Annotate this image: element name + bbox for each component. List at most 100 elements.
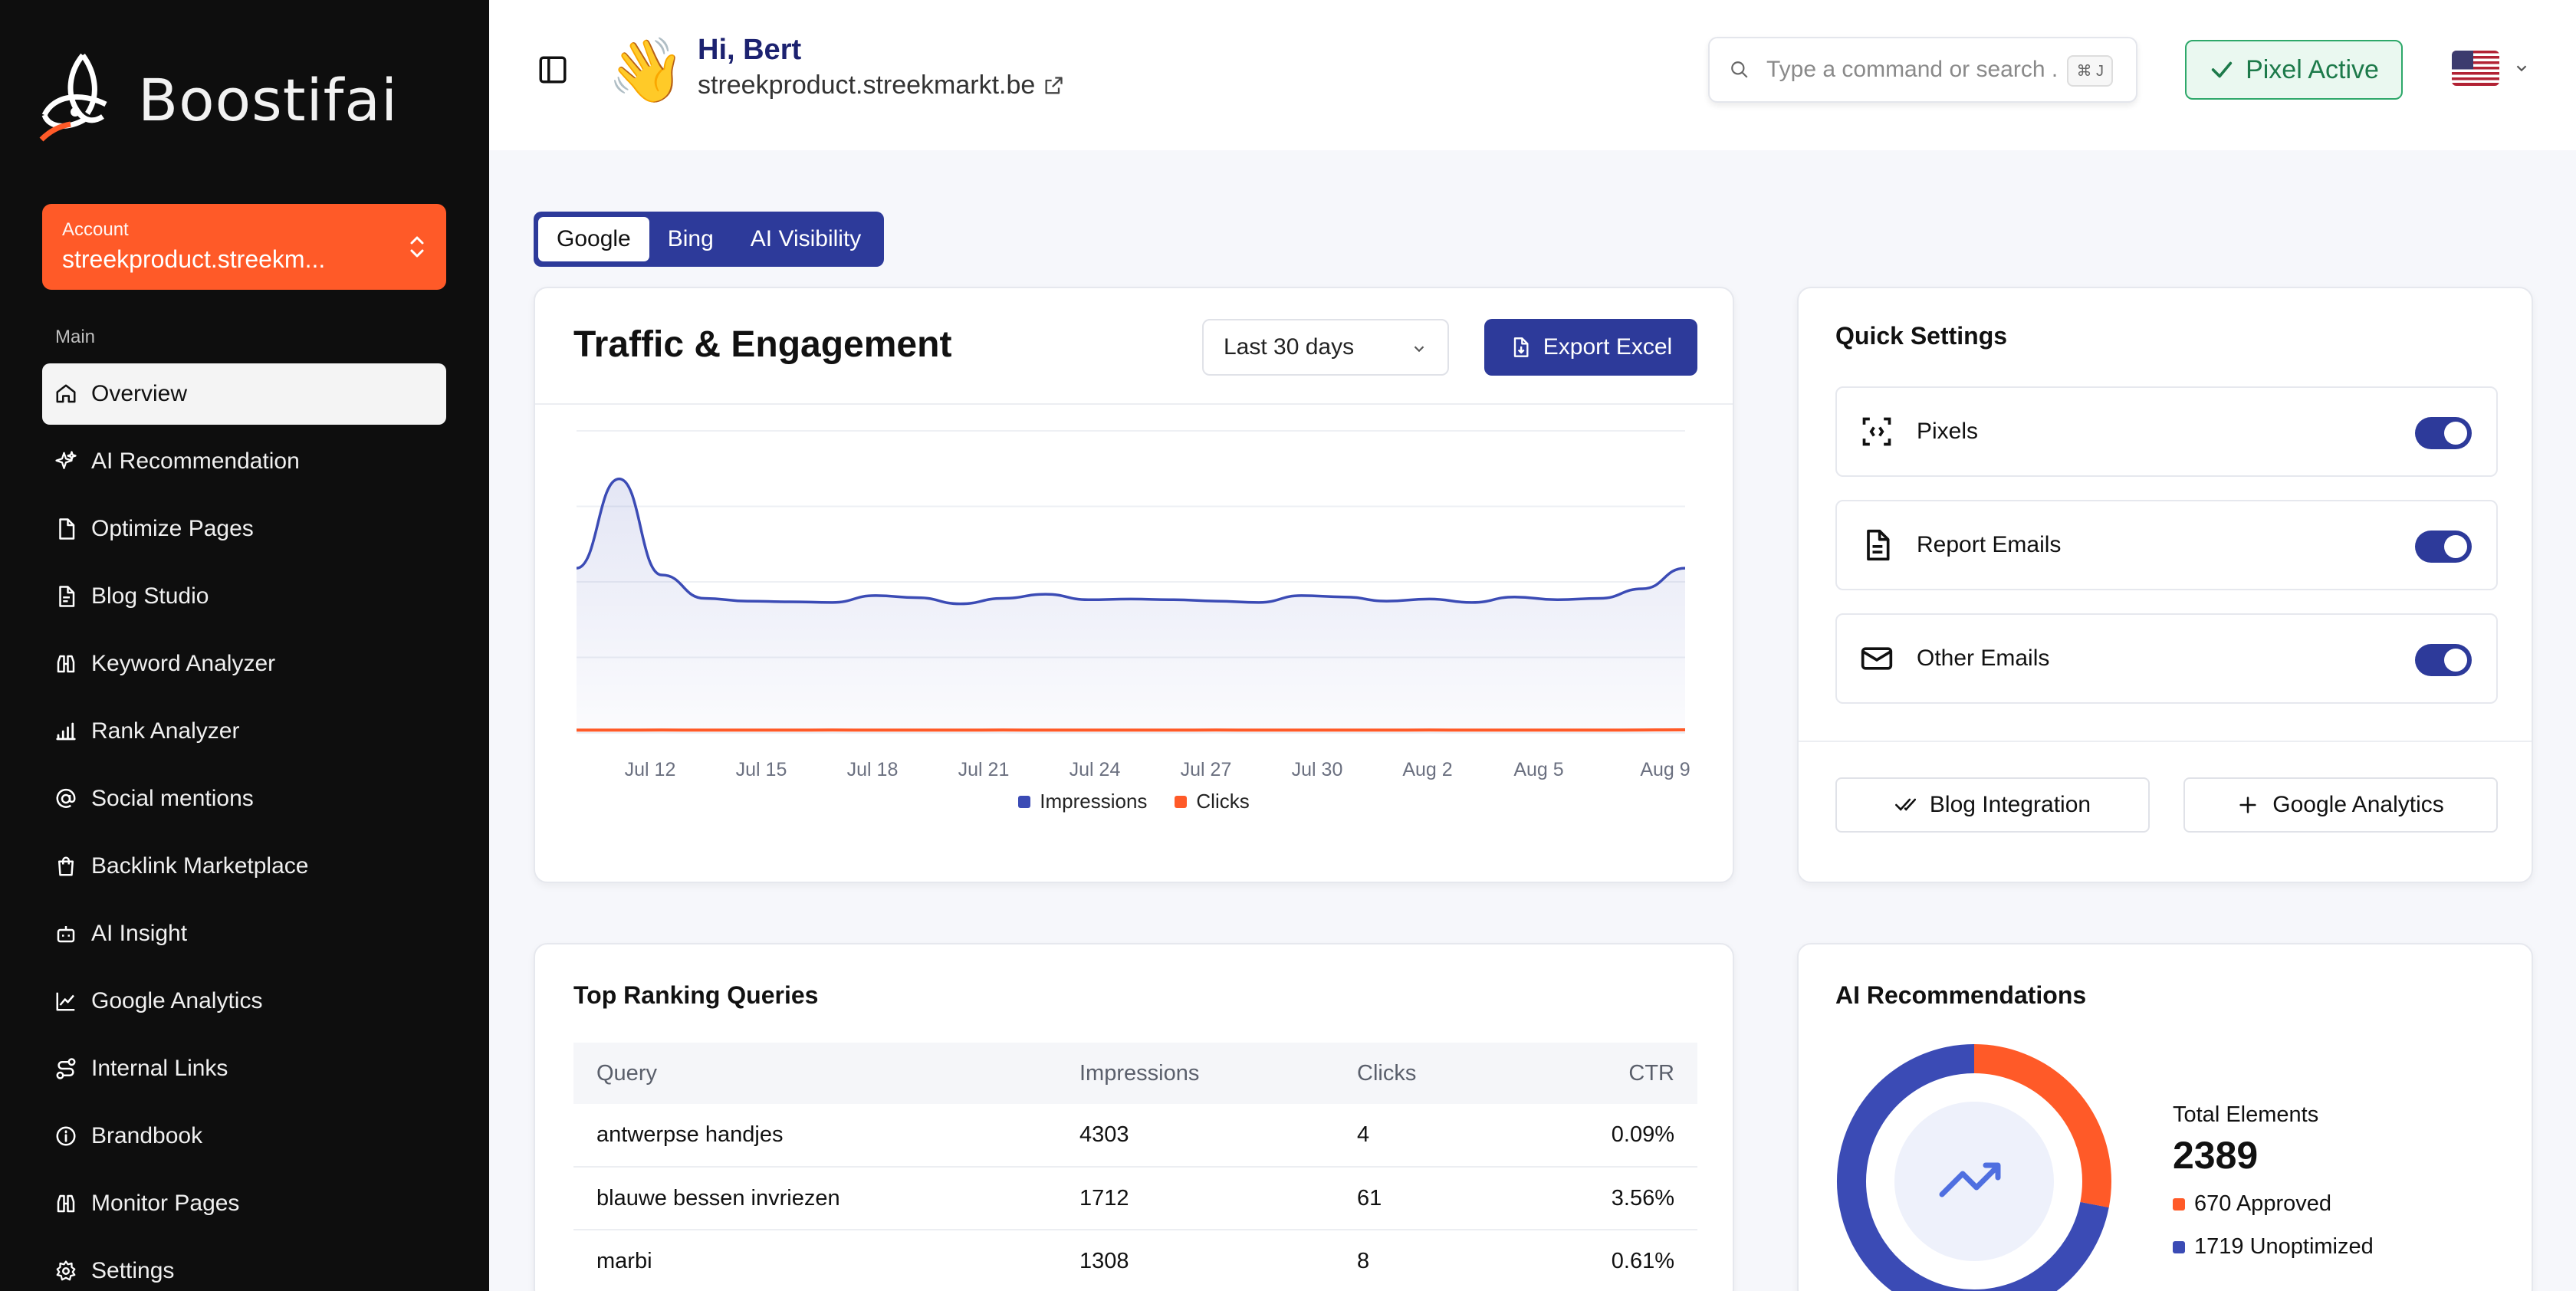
sidebar-item-rank-analyzer[interactable]: Rank Analyzer [42,701,446,762]
divider [535,403,1733,405]
file-text-icon [54,585,77,608]
trending-up-icon [1939,1162,2001,1197]
sidebar-item-label: AI Recommendation [91,448,300,474]
pixels-toggle[interactable] [2415,417,2472,449]
donut-slice-approved[interactable] [1837,1044,2111,1291]
check-icon [2211,61,2233,78]
divider [1799,741,2532,742]
us-flag-icon[interactable] [2452,51,2499,86]
cell-ctr: 0.61% [1533,1230,1697,1291]
chevron-down-icon[interactable] [2513,60,2530,77]
queries-table: Query Impressions Clicks CTR antwerpse h… [573,1043,1697,1291]
shopping-bag-icon [54,855,77,878]
x-tick-label: Jul 24 [1070,759,1121,780]
other-emails-toggle[interactable] [2415,644,2472,676]
impressions-area [577,478,1685,733]
table-row[interactable]: blauwe bessen invriezen 1712 61 3.56% [573,1167,1697,1230]
greeting: Hi, Bert [698,34,802,66]
search-input[interactable] [1766,57,2058,83]
sidebar-item-overview[interactable]: Overview [42,363,446,425]
sidebar-toggle-icon[interactable] [537,54,569,86]
sidebar-item-keyword-analyzer[interactable]: Keyword Analyzer [42,633,446,695]
google-analytics-button[interactable]: Google Analytics [2183,777,2498,833]
gear-icon [54,1260,77,1283]
sidebar-item-label: Settings [91,1258,175,1283]
binoculars-icon [54,1192,77,1215]
sidebar-item-monitor-pages[interactable]: Monitor Pages [42,1173,446,1234]
series-line-impressions[interactable] [576,477,1686,606]
brand-name: Boostifai [138,65,399,134]
account-label: Account [62,219,129,240]
sidebar-item-brandbook[interactable]: Brandbook [42,1105,446,1167]
tab-google[interactable]: Google [538,217,649,261]
column-header-ctr[interactable]: CTR [1533,1043,1697,1104]
site-link[interactable]: streekproduct.streekmarkt.be [698,71,1064,100]
sidebar-item-settings[interactable]: Settings [42,1240,446,1291]
search-shortcut: ⌘ J [2067,55,2113,87]
sidebar-item-label: Blog Studio [91,583,209,609]
column-header-impressions[interactable]: Impressions [1056,1043,1334,1104]
legend-impressions[interactable]: Impressions [1018,790,1147,813]
check-check-icon [1894,798,1916,811]
tab-bing[interactable]: Bing [667,226,714,251]
setting-other-emails: Other Emails [1835,613,2498,704]
x-tick-label: Jul 21 [958,759,1010,780]
setting-pixels: Pixels [1835,386,2498,477]
button-label: Google Analytics [2272,792,2444,817]
export-excel-button[interactable]: Export Excel [1484,319,1697,376]
blog-integration-button[interactable]: Blog Integration [1835,777,2150,833]
table-row[interactable]: marbi 1308 8 0.61% [573,1230,1697,1291]
total-elements-value: 2389 [2173,1134,2259,1177]
sidebar-item-optimize-pages[interactable]: Optimize Pages [42,498,446,560]
setting-label: Other Emails [1917,646,2050,671]
column-header-query[interactable]: Query [573,1043,1056,1104]
x-tick-label: Aug 2 [1402,759,1452,780]
sidebar-item-label: Brandbook [91,1123,203,1148]
cell-clicks: 8 [1334,1230,1533,1291]
sidebar-item-ai-recommendation[interactable]: AI Recommendation [42,431,446,492]
sidebar-item-social-mentions[interactable]: Social mentions [42,768,446,829]
command-search[interactable]: ⌘ J [1708,37,2137,103]
column-header-clicks[interactable]: Clicks [1334,1043,1533,1104]
legend-clicks[interactable]: Clicks [1175,790,1250,813]
cell-query: blauwe bessen invriezen [573,1167,1056,1230]
chevrons-up-down-icon [410,236,424,258]
sidebar: Boostifai Account streekproduct.streekm.… [0,0,489,1291]
x-tick-label: Aug 5 [1513,759,1563,780]
binoculars-icon [54,652,77,675]
pixel-status-button[interactable]: Pixel Active [2185,40,2403,100]
quick-settings-title: Quick Settings [1835,322,2008,350]
tab-ai-visibility[interactable]: AI Visibility [750,226,862,251]
account-switcher[interactable]: Account streekproduct.streekm... [42,204,446,290]
sidebar-item-label: Social mentions [91,786,254,811]
search-icon [1731,61,1748,78]
legend-swatch [1175,795,1188,808]
legend-approved: 670 Approved [2173,1191,2331,1217]
cell-impressions: 4303 [1056,1104,1334,1168]
sidebar-item-google-analytics[interactable]: Google Analytics [42,971,446,1032]
table-row[interactable]: antwerpse handjes 4303 4 0.09% [573,1104,1697,1168]
approved-label: 670 Approved [2194,1191,2331,1216]
brand-logo[interactable]: Boostifai [38,49,398,150]
sidebar-item-label: Internal Links [91,1056,228,1081]
file-icon [54,517,77,540]
legend-swatch [2173,1197,2185,1211]
sidebar-item-backlink-marketplace[interactable]: Backlink Marketplace [42,836,446,897]
legend-swatch [1018,795,1031,808]
sidebar-item-internal-links[interactable]: Internal Links [42,1038,446,1099]
mail-icon [1861,647,1893,670]
sidebar-item-blog-studio[interactable]: Blog Studio [42,566,446,627]
traffic-card: Traffic & Engagement Last 30 days Export… [534,287,1734,883]
date-range-select[interactable]: Last 30 days [1202,319,1449,376]
top-header: 👋 Hi, Bert streekproduct.streekmarkt.be … [489,0,2576,150]
sidebar-item-ai-insight[interactable]: AI Insight [42,903,446,964]
plus-icon [2239,797,2256,813]
total-elements-label: Total Elements [2173,1102,2319,1127]
at-sign-icon [54,787,77,810]
traffic-title: Traffic & Engagement [573,324,952,365]
setting-label: Pixels [1917,419,1979,444]
cell-impressions: 1712 [1056,1167,1334,1230]
report-emails-toggle[interactable] [2415,531,2472,563]
sidebar-item-label: Optimize Pages [91,516,254,541]
sidebar-item-label: Keyword Analyzer [91,651,276,676]
